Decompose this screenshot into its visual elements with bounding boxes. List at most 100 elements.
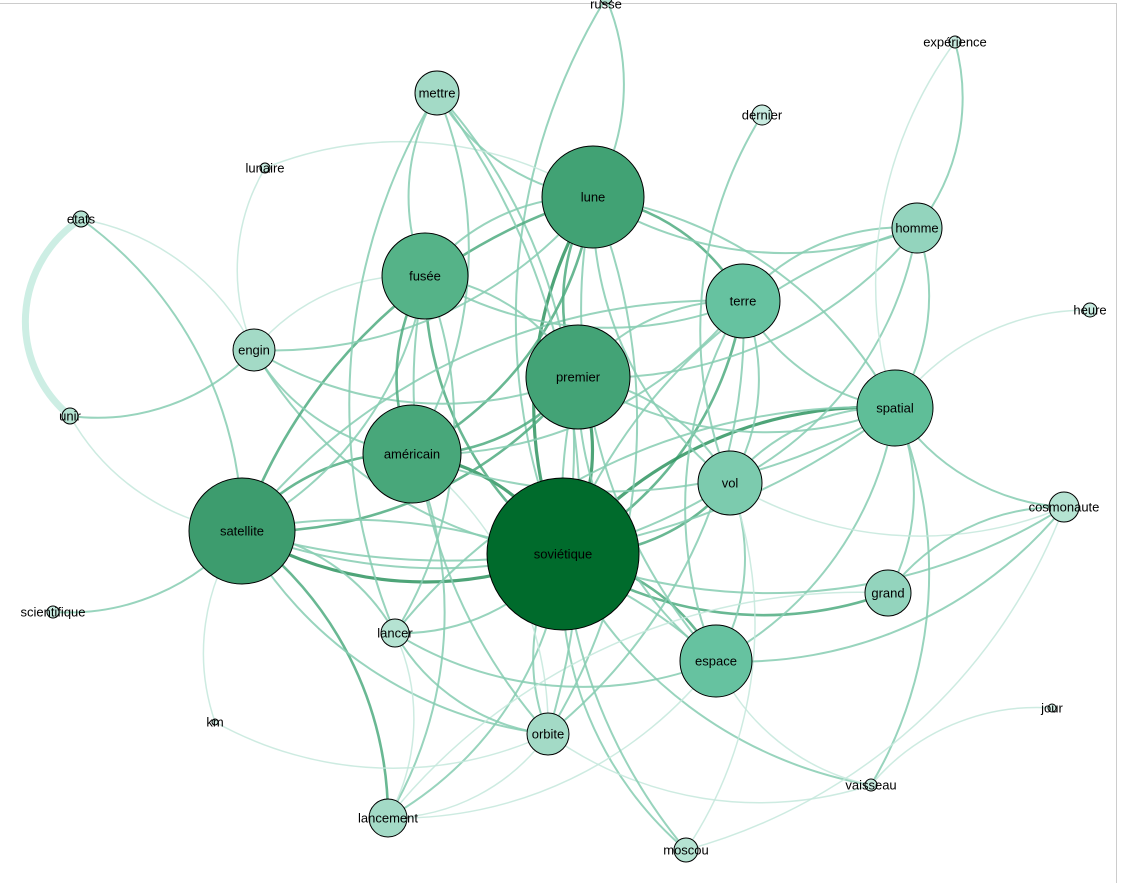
node-etats[interactable]: etats [67,210,96,228]
node-heure[interactable]: heure [1073,302,1107,318]
edge-espace-cosmonaute [715,506,1065,663]
edge-jour-vaisseau [870,706,1053,786]
node-circle[interactable] [891,202,943,254]
node-circle[interactable] [381,232,469,320]
node-expérience[interactable]: expérience [923,35,987,50]
node-circle[interactable] [211,718,219,726]
edge-lancement-orbite [387,733,549,819]
node-soviétique[interactable]: soviétique [486,477,640,631]
node-label: lunaire [245,161,284,176]
node-circle[interactable] [414,70,460,116]
node-circle[interactable] [679,624,753,698]
node-mettre[interactable]: mettre [414,70,460,116]
node-label: premier [556,370,601,385]
node-cosmonaute[interactable]: cosmonaute [1029,491,1100,523]
edge-spatial-expérience [874,41,956,409]
node-label: lancer [377,626,413,641]
node-circle[interactable] [259,162,271,174]
node-circle[interactable] [72,210,90,228]
node-circle[interactable] [368,798,408,838]
node-circle[interactable] [1082,302,1098,318]
node-circle[interactable] [864,569,912,617]
edge-spatial-lancer [394,406,896,634]
node-circle[interactable] [673,837,699,863]
node-circle[interactable] [1047,703,1057,713]
node-label: satellite [220,524,264,539]
edge-lune-spatial [592,196,896,409]
node-circle[interactable] [856,369,934,447]
node-orbite[interactable]: orbite [526,712,570,756]
node-circle[interactable] [61,407,79,425]
node-circle[interactable] [188,477,296,585]
node-circle[interactable] [1048,491,1080,523]
edge-lancer-lancement [387,632,415,819]
node-circle[interactable] [864,778,878,792]
node-premier[interactable]: premier [525,324,631,430]
node-russe[interactable]: russe [590,0,622,12]
node-km[interactable]: km [206,715,223,730]
edge-espace-lancement [387,660,717,819]
node-scientifique[interactable]: scientifique [20,605,85,620]
node-lunaire[interactable]: lunaire [245,161,284,176]
node-circle[interactable] [232,328,276,372]
node-américain[interactable]: américain [362,404,462,504]
edge-lancer-orbite [394,632,549,735]
edge-orbite-km [214,721,549,770]
node-unir[interactable]: unir [59,407,82,425]
node-lancement[interactable]: lancement [358,798,418,838]
node-fusée[interactable]: fusée [381,232,469,320]
edge-vol-homme [729,227,918,484]
edge-satellite-lune [240,195,594,532]
graph-frame [0,3,1117,883]
node-label: grand [871,586,904,601]
node-jour[interactable]: jour [1040,701,1063,716]
node-label: moscou [663,843,709,858]
node-circle[interactable] [541,145,645,249]
node-grand[interactable]: grand [864,569,912,617]
node-circle[interactable] [486,477,640,631]
node-circle[interactable] [46,605,60,619]
node-label: expérience [923,35,987,50]
node-label: engin [238,343,270,358]
node-label: vol [722,476,739,491]
edge-engin-unir [69,349,255,419]
node-circle[interactable] [751,104,773,126]
node-label: vaisseau [845,778,896,793]
node-satellite[interactable]: satellite [188,477,296,585]
node-circle[interactable] [948,35,962,49]
node-terre[interactable]: terre [705,263,781,339]
edge-engin-lunaire [236,167,266,351]
node-vaisseau[interactable]: vaisseau [845,778,896,793]
edge-engin-etats [80,218,255,351]
node-circle[interactable] [705,263,781,339]
node-label: spatial [876,401,914,416]
node-lancer[interactable]: lancer [377,618,413,648]
node-label: mettre [419,86,456,101]
edge-cosmonaute-moscou [685,506,1065,851]
node-lune[interactable]: lune [541,145,645,249]
node-circle[interactable] [525,324,631,430]
edge-fusée-terre [424,275,744,329]
edge-spatial-vaisseau [870,407,931,786]
edge-lune-espace [580,196,717,662]
node-circle[interactable] [362,404,462,504]
node-moscou[interactable]: moscou [663,837,709,863]
node-label: etats [67,212,96,227]
node-dernier[interactable]: dernier [742,104,783,126]
node-espace[interactable]: espace [679,624,753,698]
node-circle[interactable] [599,0,613,5]
node-circle[interactable] [697,450,763,516]
node-label: lune [581,190,606,205]
edge-grand-cosmonaute [887,505,1065,594]
node-label: jour [1040,701,1063,716]
node-spatial[interactable]: spatial [856,369,934,447]
node-label: unir [59,409,81,424]
edge-américain-lancement [387,453,446,819]
node-label: soviétique [534,547,593,562]
node-engin[interactable]: engin [232,328,276,372]
node-circle[interactable] [526,712,570,756]
node-circle[interactable] [380,618,410,648]
node-homme[interactable]: homme [891,202,943,254]
edge-orbite-vaisseau [547,733,872,804]
node-vol[interactable]: vol [697,450,763,516]
